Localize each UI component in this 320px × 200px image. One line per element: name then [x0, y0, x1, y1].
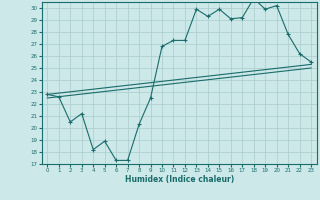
X-axis label: Humidex (Indice chaleur): Humidex (Indice chaleur) — [124, 175, 234, 184]
